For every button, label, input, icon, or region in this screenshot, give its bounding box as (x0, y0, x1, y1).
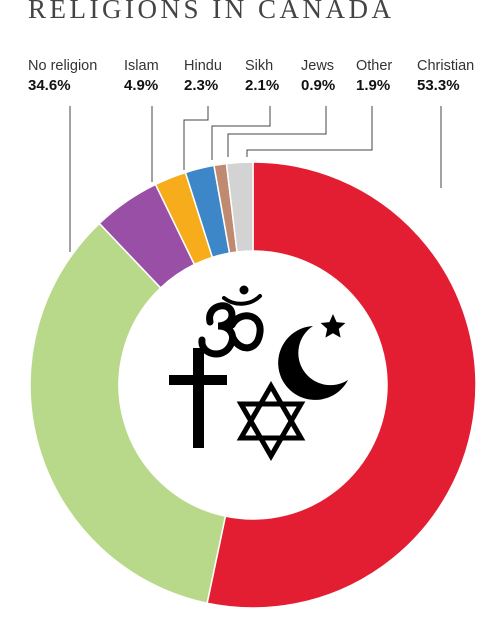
legend-label: Other (356, 58, 393, 74)
leader-lines (69, 106, 442, 252)
legend-other: Other 1.9% (356, 57, 392, 97)
legend-value: 4.9% (124, 77, 159, 94)
chart-title: RELIGIONS IN CANADA (28, 0, 395, 24)
legend-label: No religion (28, 58, 98, 74)
legend-christian: Christian 53.3% (417, 57, 474, 97)
leader-line-other (246, 106, 373, 157)
legend-no-religion: No religion 34.6% (28, 57, 97, 97)
legend-hindu: Hindu 2.3% (184, 57, 222, 97)
legend-jews: Jews 0.9% (301, 57, 335, 97)
legend-value: 0.9% (301, 77, 336, 94)
star-crescent-icon (278, 314, 348, 400)
legend-label: Jews (301, 58, 335, 74)
latin-cross-icon (169, 348, 227, 448)
star-icon (320, 314, 346, 338)
donut-slice-other (225, 161, 254, 253)
legend-value: 1.9% (356, 77, 391, 94)
donut-slice-christian (206, 161, 477, 609)
legend-islam: Islam 4.9% (124, 57, 159, 97)
legend-value: 2.3% (184, 77, 219, 94)
legend-label: Hindu (184, 58, 222, 74)
star-of-david-icon (236, 380, 306, 462)
center-symbols (169, 285, 348, 462)
donut-slice-no-religion (29, 222, 227, 605)
legend-sikh: Sikh 2.1% (245, 57, 279, 97)
leader-line-sikh (211, 106, 271, 160)
legend-label: Christian (417, 58, 475, 74)
legend-label: Islam (124, 58, 159, 74)
om-icon (198, 285, 264, 358)
legend-value: 53.3% (417, 77, 460, 94)
legend-label: Sikh (245, 58, 274, 74)
donut-slices (29, 161, 477, 609)
leader-line-jews (227, 106, 327, 157)
legend-value: 34.6% (28, 77, 71, 94)
leader-line-hindu (183, 106, 209, 170)
legend-value: 2.1% (245, 77, 280, 94)
